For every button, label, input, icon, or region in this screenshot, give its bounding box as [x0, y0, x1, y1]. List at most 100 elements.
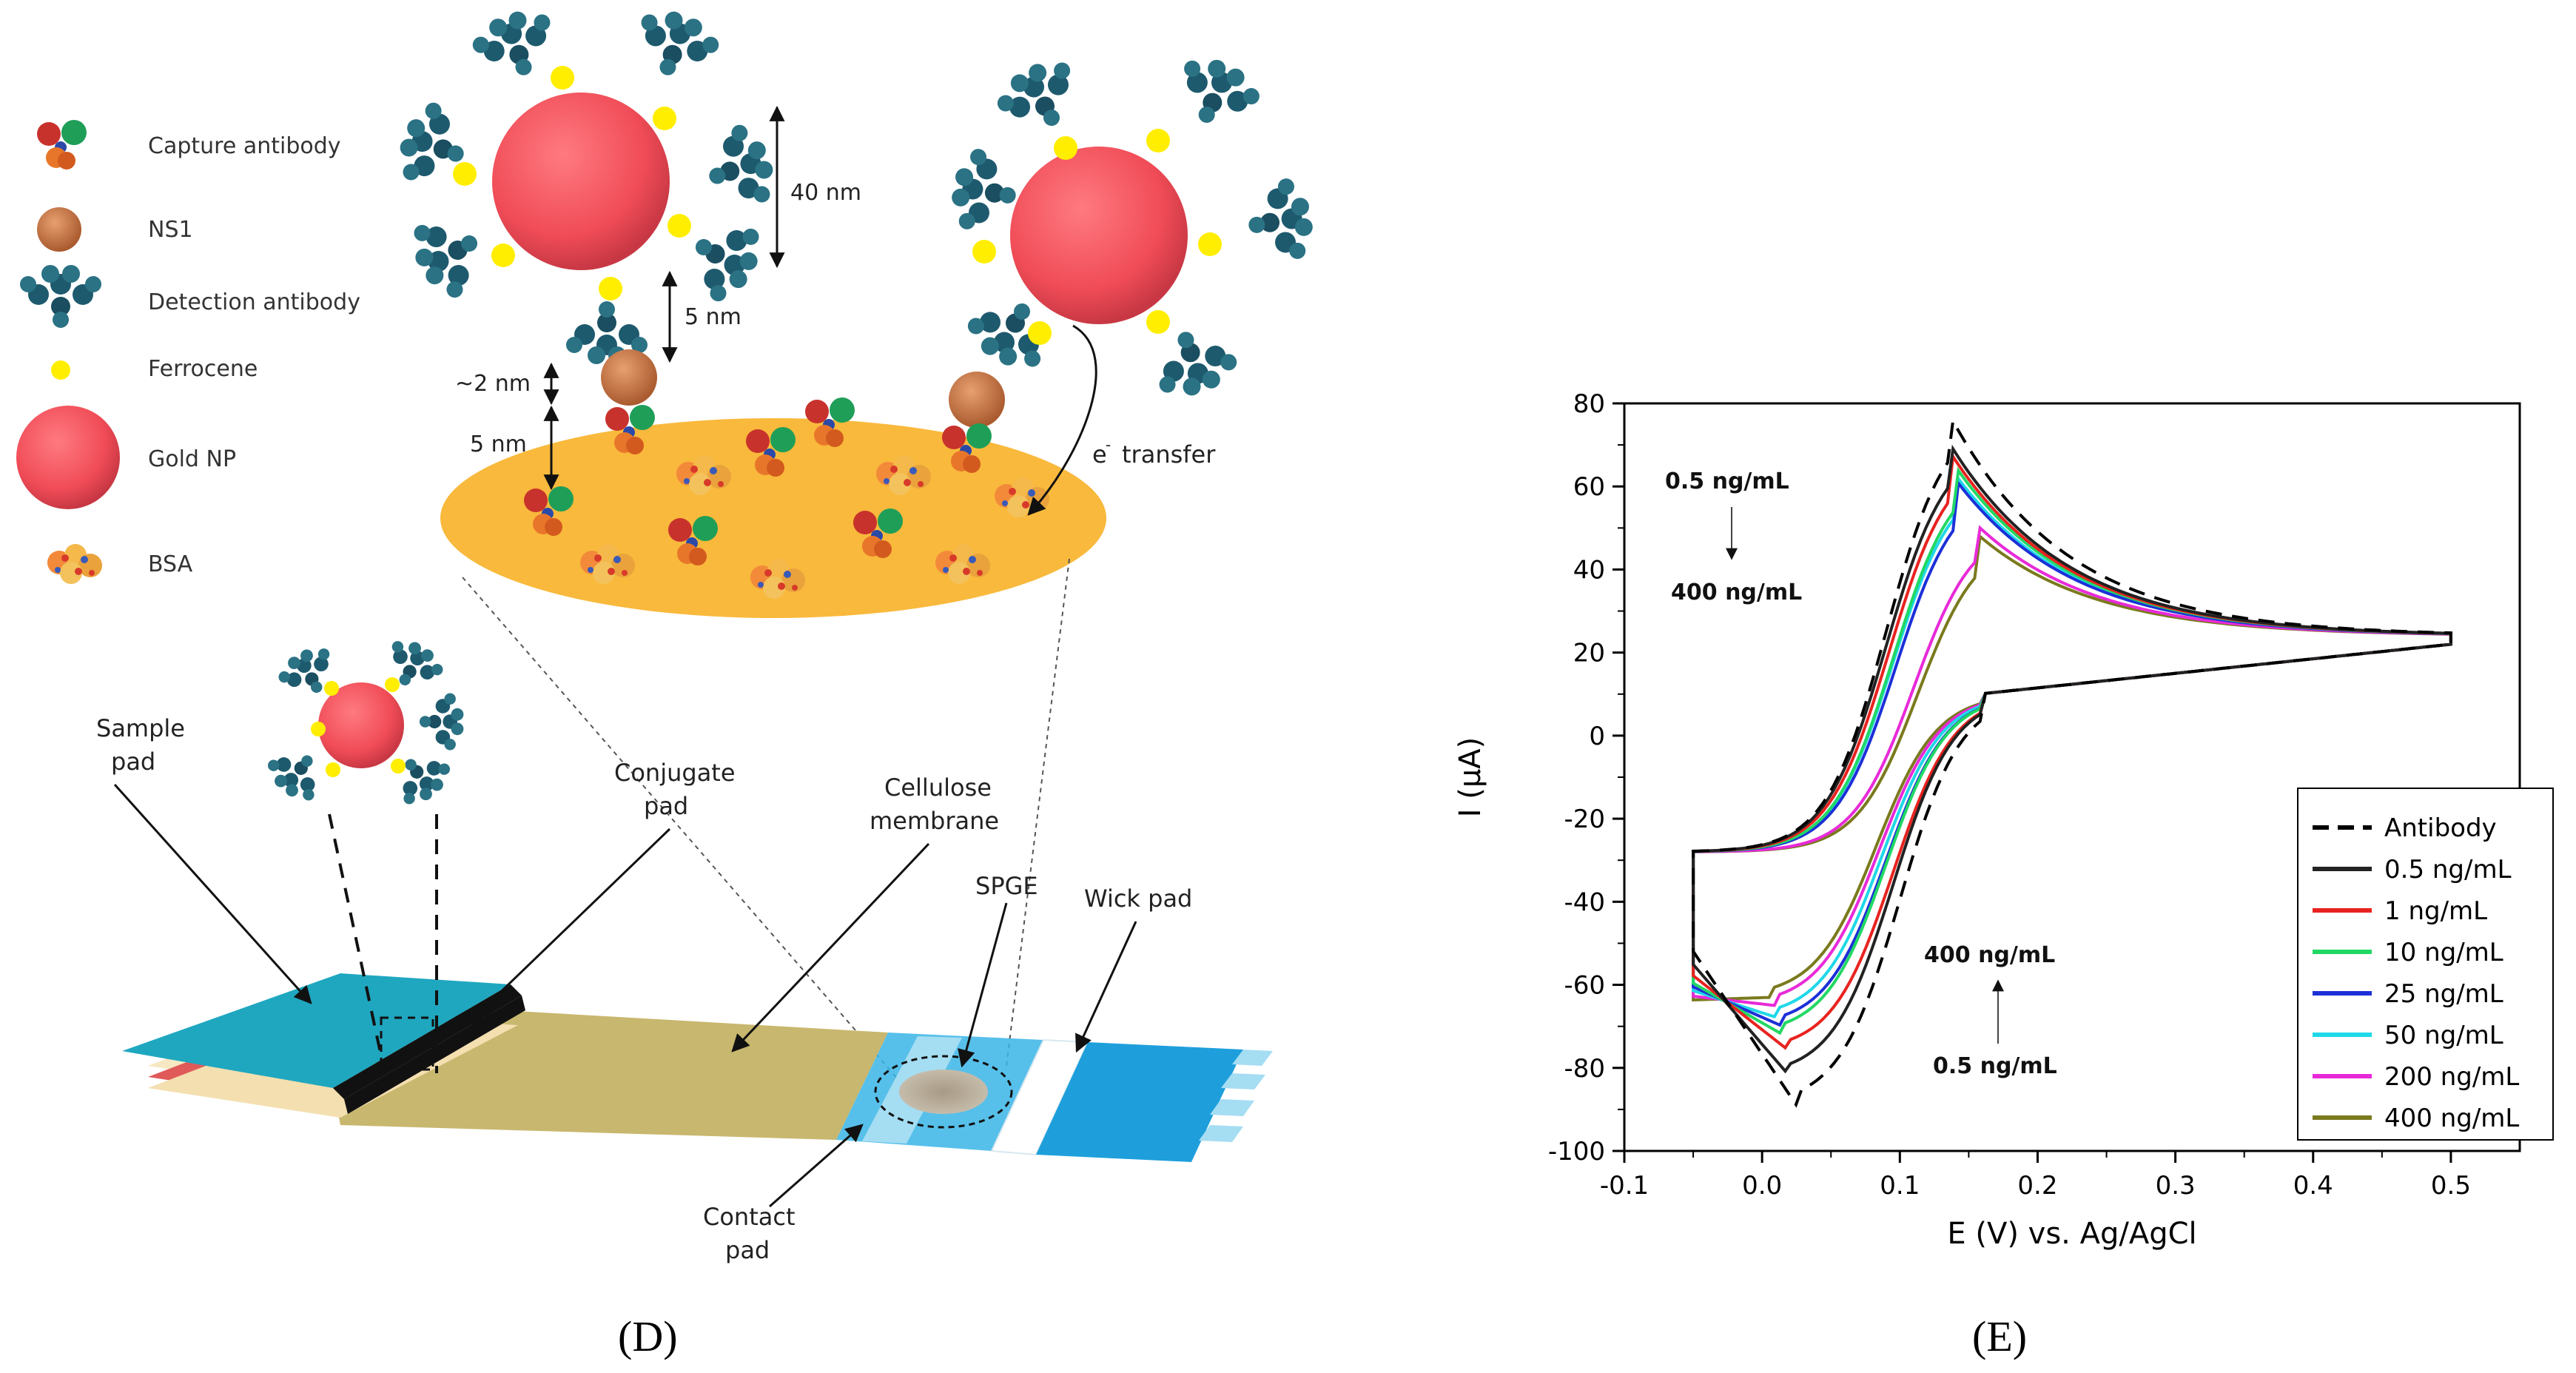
ferrocene — [491, 244, 515, 267]
x-axis-title: E (V) vs. Ag/AgCl — [1947, 1217, 2196, 1251]
dimension-40nm: 40 nm — [769, 105, 861, 269]
y-tick-label: -20 — [1564, 805, 1605, 834]
wick-pad-label: Wick pad — [1084, 884, 1192, 913]
y-tick-label: -80 — [1564, 1054, 1605, 1084]
svg-text:5 nm: 5 nm — [470, 432, 527, 457]
x-axis: -0.1 0.0 0.1 0.2 0.3 0.4 0.5 — [1600, 1151, 2471, 1201]
svg-text:e: e — [1092, 440, 1107, 469]
x-tick-label: 0.0 — [1742, 1171, 1782, 1201]
legend-entry: 10 ng/mL — [2384, 938, 2503, 967]
legend-label: Capture antibody — [148, 133, 341, 159]
ns1-icon — [37, 207, 81, 252]
panel-label-d: (D) — [618, 1312, 678, 1360]
svg-text:5 nm: 5 nm — [685, 304, 741, 330]
capture-antibody-icon — [37, 120, 87, 169]
y-axis: 80 60 40 20 0 -20 -40 -60 -80 -100 — [1548, 389, 1624, 1166]
legend-d: Capture antibody NS1 Detection antibody … — [16, 120, 360, 584]
ferrocene — [1198, 232, 1222, 256]
dimension-2nm: ~2 nm — [455, 362, 559, 406]
x-tick-label: 0.1 — [1880, 1171, 1920, 1201]
legend-entry: 200 ng/mL — [2384, 1062, 2519, 1092]
bsa-icon — [47, 544, 102, 584]
ferrocene — [1146, 129, 1170, 152]
gold-np-right — [946, 47, 1318, 406]
ferrocene — [653, 107, 676, 130]
dimension-5nm-bottom: 5 nm — [470, 405, 559, 491]
strip-annotations: Sample pad Conjugate pad Cellulose membr… — [96, 714, 1192, 1264]
svg-text:~2 nm: ~2 nm — [455, 371, 531, 397]
gold-np-conjugate — [260, 632, 464, 813]
ferrocene — [1028, 321, 1052, 345]
cv-series-line — [1692, 444, 2452, 1074]
cv-curves — [1692, 416, 2452, 1108]
legend-entry: 1 ng/mL — [2384, 896, 2487, 926]
legend-label: Detection antibody — [148, 289, 360, 315]
legend-entry: 25 ng/mL — [2384, 979, 2503, 1009]
contact-pad-label: pad — [725, 1236, 770, 1264]
gold-np — [1010, 147, 1188, 324]
sample-pad — [122, 973, 511, 1088]
y-tick-label: -100 — [1548, 1137, 1605, 1166]
ferrocene — [972, 240, 996, 263]
gold-np-icon — [16, 406, 120, 509]
x-tick-label: 0.2 — [2017, 1171, 2057, 1201]
svg-text:transfer: transfer — [1122, 440, 1216, 469]
concentration-annotation-bottom: 400 ng/mL 0.5 ng/mL — [1924, 942, 2057, 1079]
gold-np-left — [390, 1, 783, 364]
cellulose-membrane-label: Cellulose — [884, 773, 992, 802]
ferrocene — [551, 66, 574, 90]
legend-label: BSA — [148, 551, 193, 577]
legend-entry: 400 ng/mL — [2384, 1104, 2519, 1133]
conjugate-pad-label: Conjugate — [614, 759, 736, 787]
electron-transfer: e - transfer — [1027, 324, 1216, 516]
ferrocene-icon — [51, 360, 70, 380]
contact-pad-label: Contact — [703, 1203, 796, 1231]
legend-label: Gold NP — [148, 446, 236, 472]
svg-text:-: - — [1106, 436, 1111, 454]
test-strip — [122, 813, 1273, 1162]
y-tick-label: -40 — [1564, 887, 1605, 917]
x-tick-label: -0.1 — [1600, 1171, 1649, 1201]
cv-series-line — [1692, 416, 2452, 1108]
legend-entry: 50 ng/mL — [2384, 1021, 2503, 1050]
spge-electrode — [899, 1070, 988, 1114]
concentration-annotation-top: 0.5 ng/mL 400 ng/mL — [1665, 469, 1802, 605]
svg-text:40 nm: 40 nm — [790, 180, 861, 206]
panel-label-e: (E) — [1972, 1312, 2027, 1360]
svg-text:0.5 ng/mL: 0.5 ng/mL — [1933, 1053, 2057, 1079]
detection-antibody-icon — [20, 265, 101, 328]
cellulose-membrane-label: membrane — [870, 807, 999, 835]
y-tick-label: 40 — [1573, 555, 1605, 585]
legend-label: Ferrocene — [148, 356, 258, 382]
legend-entry: 0.5 ng/mL — [2384, 855, 2512, 884]
y-tick-label: 80 — [1573, 389, 1605, 419]
ferrocene — [453, 162, 477, 186]
dimension-5nm-top: 5 nm — [662, 270, 741, 363]
x-tick-label: 0.4 — [2293, 1171, 2333, 1201]
sample-pad-label: pad — [111, 748, 155, 776]
spge-label: SPGE — [975, 872, 1038, 900]
y-tick-label: 0 — [1589, 722, 1605, 751]
ferrocene — [1054, 136, 1077, 160]
svg-text:400 ng/mL: 400 ng/mL — [1924, 942, 2055, 968]
y-axis-title: I (μA) — [1453, 737, 1487, 818]
svg-text:400 ng/mL: 400 ng/mL — [1671, 580, 1802, 605]
ferrocene — [599, 277, 622, 301]
legend-label: NS1 — [148, 217, 193, 243]
x-tick-label: 0.5 — [2431, 1171, 2471, 1201]
x-tick-label: 0.3 — [2156, 1171, 2196, 1201]
y-tick-label: 60 — [1573, 472, 1605, 502]
legend-entry: Antibody — [2384, 813, 2497, 843]
ns1-bound — [601, 349, 1005, 428]
gold-np — [492, 93, 670, 270]
ferrocene — [667, 214, 691, 238]
chart-legend: Antibody 0.5 ng/mL 1 ng/mL 10 ng/mL 25 ng/mL… — [2297, 788, 2554, 1141]
cv-chart: 80 60 40 20 0 -20 -40 -60 -80 -100 -0.1 0.0 0.1 0.2 0… — [1453, 389, 2554, 1251]
conjugate-pad-label: pad — [644, 792, 688, 820]
svg-text:0.5 ng/mL: 0.5 ng/mL — [1665, 469, 1789, 494]
sample-pad-label: Sample — [96, 714, 185, 742]
ferrocene — [1146, 310, 1170, 334]
y-tick-label: 20 — [1573, 639, 1605, 668]
y-tick-label: -60 — [1564, 971, 1605, 1001]
